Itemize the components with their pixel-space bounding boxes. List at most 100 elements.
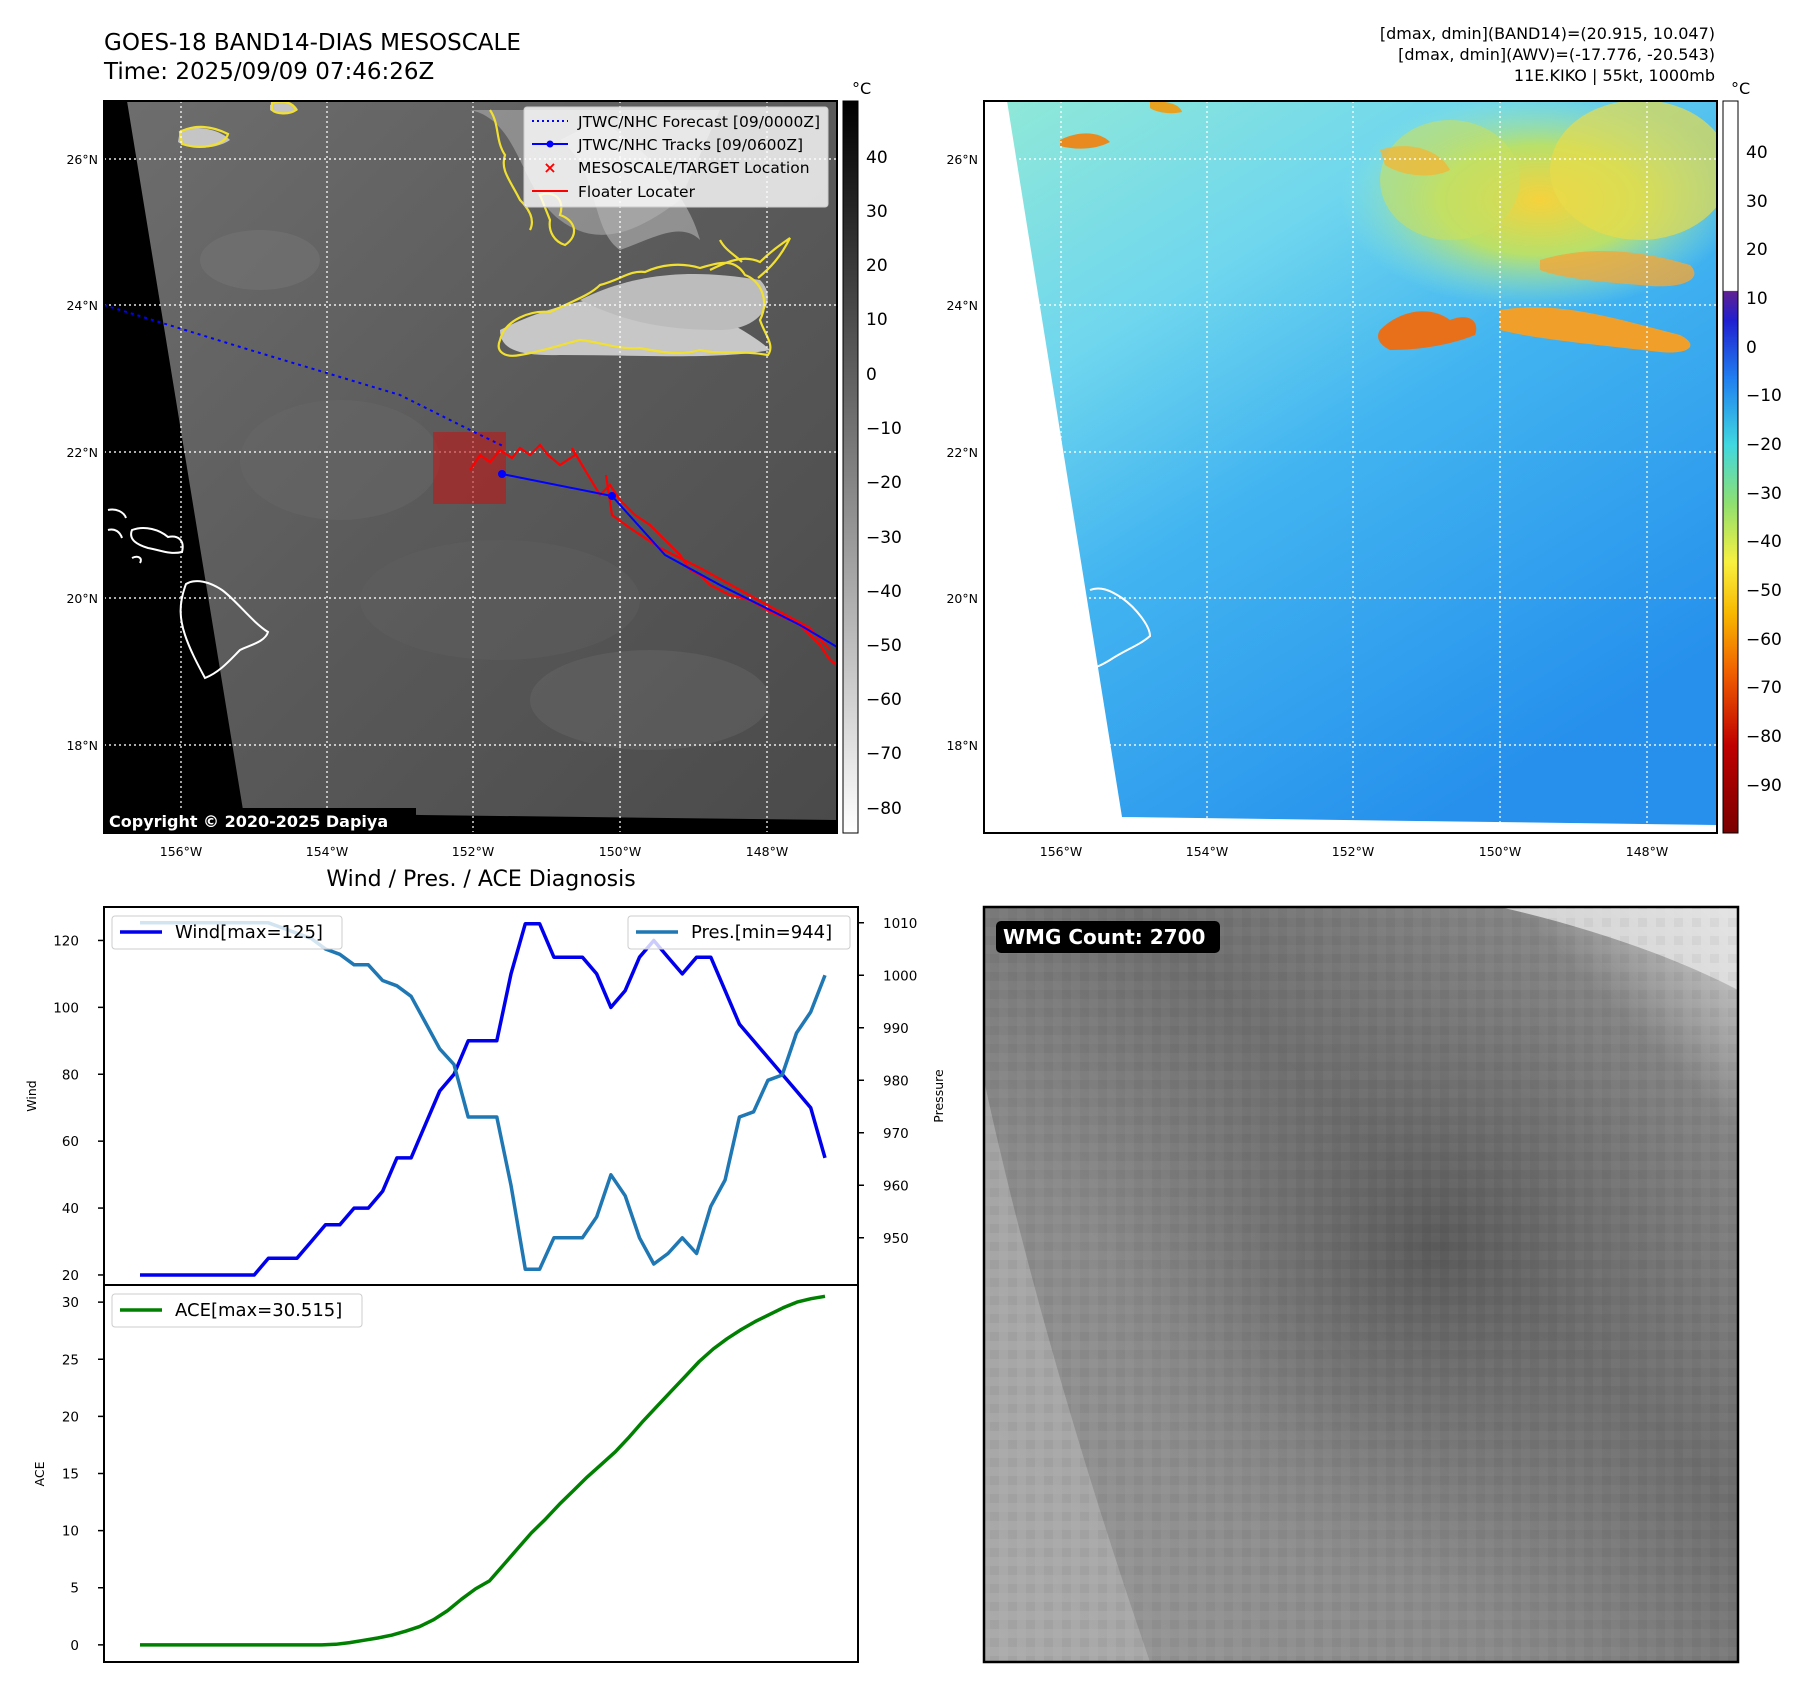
- ace-y-ticks: 0 5 10 15 20 25 30: [62, 1295, 104, 1654]
- pressure-series-line: [140, 921, 827, 1272]
- legend-swatch-target-x: ×: [543, 158, 556, 177]
- lat-label: 26°N: [66, 152, 98, 167]
- colorbar-tick: −50: [866, 636, 902, 656]
- lon-label: 156°W: [1040, 844, 1082, 859]
- colorbar2-tick: 0: [1746, 338, 1757, 358]
- lon-label: 152°W: [452, 844, 494, 859]
- lat-label: 18°N: [66, 738, 98, 753]
- pressure-axis-label: Pressure: [931, 1069, 946, 1123]
- colorbar-unit: °C: [852, 79, 871, 98]
- wv-lat-labels: 26°N 24°N 22°N 20°N 18°N: [946, 152, 978, 753]
- wmg-count-label: WMG Count: 2700: [1003, 925, 1205, 949]
- map-legend: × JTWC/NHC Forecast [09/0000Z] JTWC/NHC …: [523, 106, 829, 208]
- colorbar-tick: 40: [866, 148, 888, 168]
- lon-label: 156°W: [160, 844, 202, 859]
- wv-hawaii-coastline: [1089, 587, 1152, 669]
- colorbar2-unit: °C: [1731, 79, 1750, 98]
- cold-cloud-contours: [178, 101, 791, 357]
- lat-label: 20°N: [66, 591, 98, 606]
- lat-label: 22°N: [946, 445, 978, 460]
- lat-label: 24°N: [946, 298, 978, 313]
- title-line-2: Time: 2025/09/09 07:46:26Z: [103, 59, 434, 85]
- wind-chart-frame: [103, 906, 859, 1286]
- colorbar-tick: 0: [866, 365, 877, 385]
- pressure-tick-label: 980: [883, 1073, 909, 1089]
- colorbar-tick: −10: [866, 419, 902, 439]
- mesoscale-target-box: [433, 432, 506, 504]
- lat-label: 26°N: [946, 152, 978, 167]
- ir-map-panel: Copyright © 2020-2025 Dapiya: [104, 101, 837, 833]
- ace-tick-label: 30: [62, 1295, 79, 1311]
- colorbar-tick: −70: [866, 744, 902, 764]
- colorbar-tick: −40: [866, 582, 902, 602]
- colorbar2-gradient: [1722, 100, 1739, 834]
- colorbar-tick: −30: [866, 528, 902, 548]
- wind-tick-label: 120: [53, 933, 79, 949]
- colorbar-gradient: [842, 100, 859, 834]
- colorbar2-tick: −30: [1746, 484, 1782, 504]
- pressure-tick-label: 1010: [883, 916, 917, 932]
- ir-map-frame: [103, 100, 838, 834]
- wv-warm-regions: [1060, 101, 1717, 353]
- info-line-2: [dmax, dmin](AWV)=(-17.776, -20.543): [1398, 45, 1715, 64]
- hawaii-coastline: [107, 508, 270, 680]
- legend-label-tracks: JTWC/NHC Tracks [09/0600Z]: [577, 136, 803, 154]
- ace-tick-label: 15: [62, 1467, 79, 1483]
- pressure-tick-label: 990: [883, 1021, 909, 1037]
- diagnosis-title: Wind / Pres. / ACE Diagnosis: [326, 867, 635, 892]
- ace-chart: 0 5 10 15 20 25 30 ACE ACE[max=30.515]: [32, 1284, 859, 1663]
- colorbar2-tick: −60: [1746, 630, 1782, 650]
- wmg-pixel-texture: [984, 907, 1738, 1662]
- colorbar2-tick: 10: [1746, 289, 1768, 309]
- wv-map-frame: [983, 100, 1718, 834]
- colorbar-tick: −20: [866, 473, 902, 493]
- ace-tick-label: 0: [70, 1638, 79, 1654]
- pressure-tick-label: 960: [883, 1178, 909, 1194]
- wmg-panel: WMG Count: 2700: [982, 905, 1740, 1664]
- colorbar-tick: 20: [866, 256, 888, 276]
- copyright-text: Copyright © 2020-2025 Dapiya: [109, 812, 388, 831]
- legend-label-forecast: JTWC/NHC Forecast [09/0000Z]: [577, 113, 820, 131]
- legend-label-floater: Floater Locater: [578, 183, 696, 201]
- title-line-1: GOES-18 BAND14-DIAS MESOSCALE: [104, 30, 521, 56]
- ace-axis-label: ACE: [32, 1461, 47, 1486]
- colorbar2-tick: −20: [1746, 435, 1782, 455]
- lon-label: 154°W: [306, 844, 348, 859]
- wind-tick-label: 20: [62, 1268, 79, 1284]
- pressure-tick-label: 970: [883, 1126, 909, 1142]
- wmg-count-box: [996, 921, 1220, 953]
- wv-map-panel: [984, 101, 1717, 833]
- colorbar-tick: 30: [866, 202, 888, 222]
- pressure-y-ticks: 950 960 970 980 990 1000 1010: [858, 916, 917, 1247]
- lon-label: 154°W: [1186, 844, 1228, 859]
- info-line-3: 11E.KIKO | 55kt, 1000mb: [1514, 66, 1715, 85]
- lon-label: 148°W: [746, 844, 788, 859]
- wv-gridlines: [984, 101, 1717, 833]
- ir-no-data-region: [104, 101, 837, 833]
- wind-legend-label: Wind[max=125]: [175, 922, 323, 943]
- wv-colorbar: °C 40 30 20 10 0 −10 −20 −30 −40 −50 −60…: [1722, 79, 1782, 834]
- wind-y-ticks: 20 40 60 80 100 120: [53, 933, 104, 1284]
- ace-tick-label: 10: [62, 1524, 79, 1540]
- colorbar-tick: −60: [866, 690, 902, 710]
- wmg-frame: [982, 905, 1740, 1664]
- colorbar-tick: 10: [866, 310, 888, 330]
- pressure-legend-box: [627, 915, 851, 950]
- ace-legend-box: [111, 1293, 363, 1328]
- wind-tick-label: 40: [62, 1201, 79, 1217]
- lon-label: 150°W: [1479, 844, 1521, 859]
- wind-series-line: [140, 921, 827, 1277]
- wind-axis-label: Wind: [24, 1080, 39, 1111]
- legend-box: [523, 106, 829, 208]
- ace-tick-label: 20: [62, 1409, 79, 1425]
- colorbar2-tick: 30: [1746, 192, 1768, 212]
- pressure-tick-label: 1000: [883, 968, 917, 984]
- colorbar2-tick: −50: [1746, 581, 1782, 601]
- forecast-track: [104, 304, 506, 448]
- wind-tick-label: 60: [62, 1134, 79, 1150]
- track-point: [498, 470, 506, 478]
- pressure-tick-label: 950: [883, 1231, 909, 1247]
- wind-pressure-chart: 20 40 60 80 100 120 950 960 970 980 990 1000 1010 W…: [24, 906, 946, 1286]
- lat-label: 22°N: [66, 445, 98, 460]
- lon-label: 152°W: [1332, 844, 1374, 859]
